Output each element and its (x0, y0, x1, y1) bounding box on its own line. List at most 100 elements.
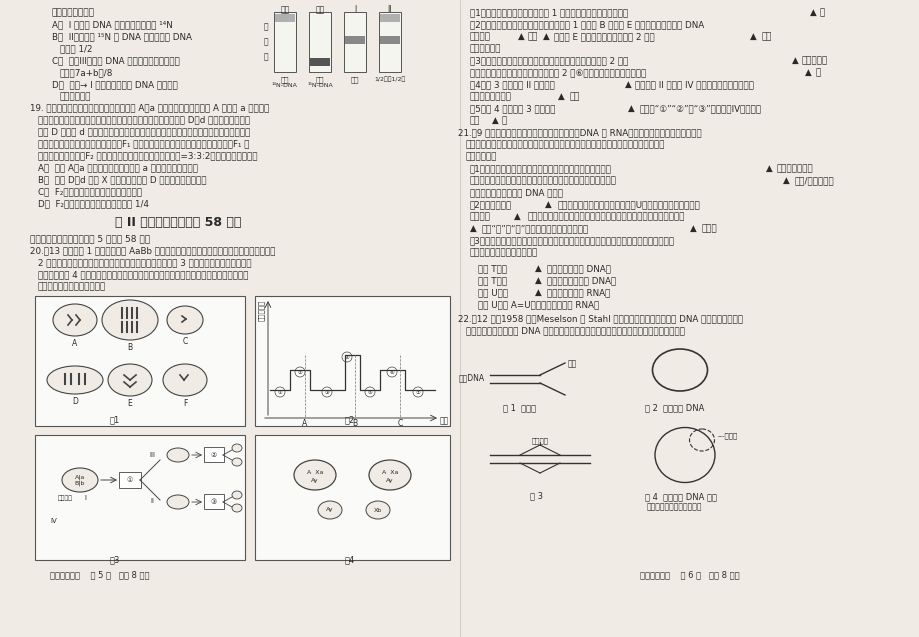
Text: ，培养一段时间后收集子代病毒并检测其放射性。若检测到子代病毒: ，培养一段时间后收集子代病毒并检测其放射性。若检测到子代病毒 (528, 212, 685, 221)
Text: ▲: ▲ (689, 224, 696, 233)
Text: ▲: ▲ (624, 80, 631, 89)
Text: A．  基因 A、a 位于常染色体上，基因 a 存在时才能合成色素: A． 基因 A、a 位于常染色体上，基因 a 存在时才能合成色素 (38, 163, 198, 172)
Ellipse shape (108, 364, 152, 396)
Text: ①: ① (278, 389, 282, 394)
Circle shape (275, 387, 285, 397)
Text: 雌性果蝇和纯合白眼雄性果蝇杂交，F₁ 有紫眼雌性果蝇和红眼雄性果蝇两种类型。F₁ 的: 雌性果蝇和纯合白眼雄性果蝇杂交，F₁ 有紫眼雌性果蝇和红眼雄性果蝇两种类型。F₁… (38, 139, 249, 148)
Circle shape (342, 352, 352, 362)
Text: ¹⁴N-DNA: ¹⁴N-DNA (272, 83, 298, 88)
Text: （3）碱基测定法：为确定某病毒的核酸是单链结构还是双链结构，可对此病毒核酸的碱: （3）碱基测定法：为确定某病毒的核酸是单链结构还是双链结构，可对此病毒核酸的碱 (470, 236, 675, 245)
Text: ，细胞 E 所处的分裂时期属于图 2 中的: ，细胞 E 所处的分裂时期属于图 2 中的 (553, 32, 654, 41)
Text: 卵原细胞: 卵原细胞 (57, 495, 73, 501)
Text: ▲: ▲ (804, 68, 811, 77)
Text: （填“有”或“无”）放射性，则说明该病毒为: （填“有”或“无”）放射性，则说明该病毒为 (482, 224, 588, 233)
Text: Ay: Ay (386, 478, 393, 482)
Text: 条。: 条。 (570, 92, 580, 101)
Text: 全重: 全重 (315, 76, 323, 83)
Text: A．  I 代细菌 DNA 分子中两条链都是 ¹⁴N: A． I 代细菌 DNA 分子中两条链都是 ¹⁴N (52, 20, 173, 29)
Text: 图 4  大肠杆菌 DNA 复制: 图 4 大肠杆菌 DNA 复制 (644, 492, 716, 501)
Text: III: III (149, 452, 154, 458)
Text: 验的叙述正确的是: 验的叙述正确的是 (52, 8, 95, 17)
Text: 分子的 1/2: 分子的 1/2 (60, 44, 93, 53)
Text: 若含 U，且 A=U，则最可能是双链 RNA。: 若含 U，且 A=U，则最可能是双链 RNA。 (478, 300, 598, 309)
Ellipse shape (294, 460, 335, 490)
Text: 全轻: 全轻 (280, 76, 289, 83)
Text: 后科学家便开始了有关 DNA 复制起点数目、方向等方面的研究。请分析并回答下列问题：: 后科学家便开始了有关 DNA 复制起点数目、方向等方面的研究。请分析并回答下列问… (466, 326, 685, 335)
Text: 复制起点: 复制起点 (531, 437, 548, 443)
Text: 。: 。 (502, 116, 506, 125)
Text: ③: ③ (210, 499, 217, 505)
Text: 时间。再感染其宿主或宿主细胞，若宿主不患病或在宿主细胞内: 时间。再感染其宿主或宿主细胞，若宿主不患病或在宿主细胞内 (470, 176, 617, 185)
Text: 双链DNA: 双链DNA (459, 373, 484, 382)
Text: E: E (128, 399, 132, 408)
Text: （2）侵染法：将: （2）侵染法：将 (470, 200, 512, 209)
Text: 雌雄果蝇随机交配，F₂ 的表现型及比例为紫眼：红眼：白眼=3:3:2。下列推测正确的是: 雌雄果蝇随机交配，F₂ 的表现型及比例为紫眼：红眼：白眼=3:3:2。下列推测正… (38, 151, 257, 160)
Text: 培养在含有放射性标记的尿噄呖（U）的培养基中繁殖数代，: 培养在含有放射性标记的尿噄呖（U）的培养基中繁殖数代， (558, 200, 700, 209)
Text: 高一生物试题    第 6 页   （共 8 页）: 高一生物试题 第 6 页 （共 8 页） (640, 570, 739, 579)
Text: ⑥: ⑥ (390, 369, 394, 375)
Text: ⑤: ⑤ (368, 389, 372, 394)
Text: ，则说明是单链 RNA；: ，则说明是单链 RNA； (547, 288, 609, 297)
Ellipse shape (163, 364, 207, 396)
Text: 21.（9 分）研究发现，一种病毒只含一种核酸（DNA 或 RNA），病毒的核酸可能是单链结构: 21.（9 分）研究发现，一种病毒只含一种核酸（DNA 或 RNA），病毒的核酸… (458, 128, 701, 137)
Text: 图2: 图2 (345, 415, 355, 424)
Ellipse shape (167, 495, 188, 509)
Text: II: II (387, 5, 391, 14)
Text: 全中: 全中 (350, 76, 358, 83)
Text: 若含 T，且: 若含 T，且 (478, 276, 506, 285)
Text: Xb: Xb (373, 508, 381, 513)
Text: 基因 D 对基因 d 为显性，其中一个基因决定紫色，另外一个基因决定红色。若纯合红眼: 基因 D 对基因 d 为显性，其中一个基因决定紫色，另外一个基因决定红色。若纯合… (38, 127, 250, 136)
Text: ，在细胞 II 到细胞 IV 进行的分裂过程中，每个: ，在细胞 II 到细胞 IV 进行的分裂过程中，每个 (634, 80, 754, 89)
FancyBboxPatch shape (309, 12, 331, 72)
Ellipse shape (62, 468, 98, 492)
Text: 序号）阶段。: 序号）阶段。 (470, 44, 501, 53)
Text: C．  预计III代细菌 DNA 分子的平均相对分子质: C． 预计III代细菌 DNA 分子的平均相对分子质 (52, 56, 180, 65)
Text: ▲: ▲ (517, 32, 524, 41)
FancyBboxPatch shape (379, 12, 401, 72)
Ellipse shape (232, 458, 242, 466)
Text: （3）在细胞分裂过程中，细胞中染色体数暂时加倍处在图 2 中的: （3）在细胞分裂过程中，细胞中染色体数暂时加倍处在图 2 中的 (470, 56, 628, 65)
Text: ，则最可能是双链 DNA；: ，则最可能是双链 DNA； (547, 276, 616, 285)
Text: ▲: ▲ (749, 32, 756, 41)
Text: 图4: 图4 (345, 555, 355, 564)
Text: 1/2轻、1/2重: 1/2轻、1/2重 (374, 76, 405, 82)
Text: ▲: ▲ (628, 104, 634, 113)
Text: 高一生物试题    第 5 页   （共 8 页）: 高一生物试题 第 5 页 （共 8 页） (51, 570, 150, 579)
Text: 之后接种: 之后接种 (470, 212, 491, 221)
Bar (255, 296, 449, 426)
Circle shape (387, 367, 397, 377)
Circle shape (365, 387, 375, 397)
Ellipse shape (102, 300, 158, 340)
Text: （能/不能）检测: （能/不能）检测 (794, 176, 834, 185)
Text: ②: ② (210, 452, 217, 458)
Text: 19. 果蝇的眼色受两对等位基因控制，基因 A、a 控制色素的产生，基因 A 对基因 a 为显性，: 19. 果蝇的眼色受两对等位基因控制，基因 A、a 控制色素的产生，基因 A 对… (30, 103, 269, 112)
Text: F: F (183, 399, 187, 408)
Text: 为半保留复制: 为半保留复制 (60, 92, 91, 101)
Text: 量为（7a+b）/8: 量为（7a+b）/8 (60, 68, 113, 77)
Ellipse shape (366, 501, 390, 519)
Bar (345, 36, 365, 44)
Text: 成是: 成是 (470, 116, 480, 125)
Text: ②: ② (298, 369, 302, 375)
Text: 。: 。 (819, 8, 824, 17)
Text: （选填“①”“②”或“③”），细胞IV的基因组: （选填“①”“②”或“③”），细胞IV的基因组 (640, 104, 761, 113)
FancyBboxPatch shape (274, 12, 296, 72)
Text: ▲: ▲ (544, 200, 551, 209)
Text: B: B (128, 343, 132, 352)
Text: 亲代: 亲代 (315, 5, 324, 14)
Bar (275, 14, 295, 22)
Text: 其中某一基因控制色素的合成。无色素时果蝇眼色为白色；基因 D、d 控制色素的类型，: 其中某一基因控制色素的合成。无色素时果蝇眼色为白色；基因 D、d 控制色素的类型… (38, 115, 250, 124)
Text: A  Xa: A Xa (306, 469, 323, 475)
Ellipse shape (369, 460, 411, 490)
Text: ▲: ▲ (514, 212, 520, 221)
Text: （1）酶解法：通过分离提纯技术，提取某病毒的核酸，加入: （1）酶解法：通过分离提纯技术，提取某病毒的核酸，加入 (470, 164, 611, 173)
Text: ▲: ▲ (535, 288, 541, 297)
Text: 重: 重 (263, 52, 267, 61)
Text: ▲: ▲ (766, 164, 772, 173)
Text: 对照: 对照 (280, 5, 289, 14)
Text: 请据图分析并回答下列问题：: 请据图分析并回答下列问题： (38, 282, 106, 291)
Text: 若含 U，且: 若含 U，且 (478, 288, 507, 297)
Text: 酶混合培养一段: 酶混合培养一段 (777, 164, 813, 173)
Text: 答下列问题。: 答下列问题。 (466, 152, 497, 161)
Text: （2）若仅考虑图中显示的染色体数，则图 1 中细胞 B 和细胞 E 所示染色体上含有的 DNA: （2）若仅考虑图中显示的染色体数，则图 1 中细胞 B 和细胞 E 所示染色体上… (470, 20, 703, 29)
